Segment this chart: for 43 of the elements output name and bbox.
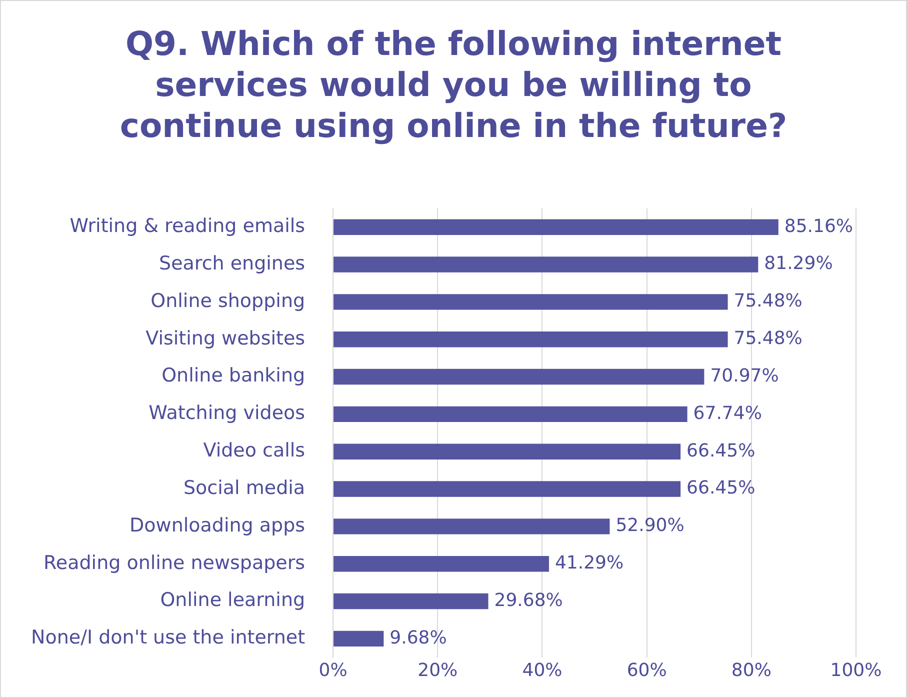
bar	[334, 556, 549, 572]
x-tick-label: 100%	[830, 660, 882, 681]
y-tick-label: None/I don't use the internet	[31, 626, 306, 649]
y-tick-label: Reading online newspapers	[44, 552, 306, 574]
data-label: 75.48%	[734, 328, 802, 350]
bar	[334, 294, 728, 310]
data-label: 67.74%	[693, 402, 762, 424]
y-tick-label: Online shopping	[150, 290, 306, 312]
chart-title: Q9. Which of the following internet services would you be willing to continue using online in the future?	[118, 23, 788, 146]
data-label: 52.90%	[616, 515, 684, 536]
bar	[334, 368, 704, 385]
x-tick-label: 0%	[318, 660, 348, 681]
bar	[334, 332, 728, 348]
bar	[334, 593, 488, 610]
data-label: 41.29%	[554, 552, 624, 574]
y-tick-label: Writing & reading emails	[70, 215, 306, 238]
x-tick-label: 80%	[731, 660, 772, 681]
bar	[334, 444, 681, 460]
y-tick-label: Social media	[184, 476, 306, 499]
bar	[334, 481, 681, 497]
y-tick-label: Online banking	[162, 364, 306, 387]
y-tick-label: Video calls	[203, 440, 306, 462]
y-tick-label: Downloading apps	[130, 514, 306, 536]
bar	[334, 630, 384, 647]
y-tick-label: Online learning	[160, 589, 306, 612]
x-tick-label: 40%	[522, 660, 562, 681]
bar	[334, 406, 688, 422]
data-label: 66.45%	[686, 440, 756, 462]
bar	[334, 518, 610, 534]
data-label: 75.48%	[734, 290, 802, 312]
data-label: 70.97%	[710, 365, 779, 386]
bar	[334, 256, 758, 272]
data-label: 81.29%	[764, 253, 833, 274]
data-label: 66.45%	[686, 478, 756, 499]
y-tick-label: Visiting websites	[146, 327, 306, 350]
x-tick-label: 60%	[626, 660, 667, 681]
x-tick-label: 20%	[418, 660, 458, 681]
data-label: 85.16%	[784, 216, 854, 237]
data-label: 9.68%	[390, 627, 447, 648]
y-tick-label: Search engines	[159, 252, 306, 274]
bar	[334, 219, 778, 235]
y-tick-label: Watching videos	[148, 402, 306, 424]
data-label: 29.68%	[494, 590, 563, 611]
